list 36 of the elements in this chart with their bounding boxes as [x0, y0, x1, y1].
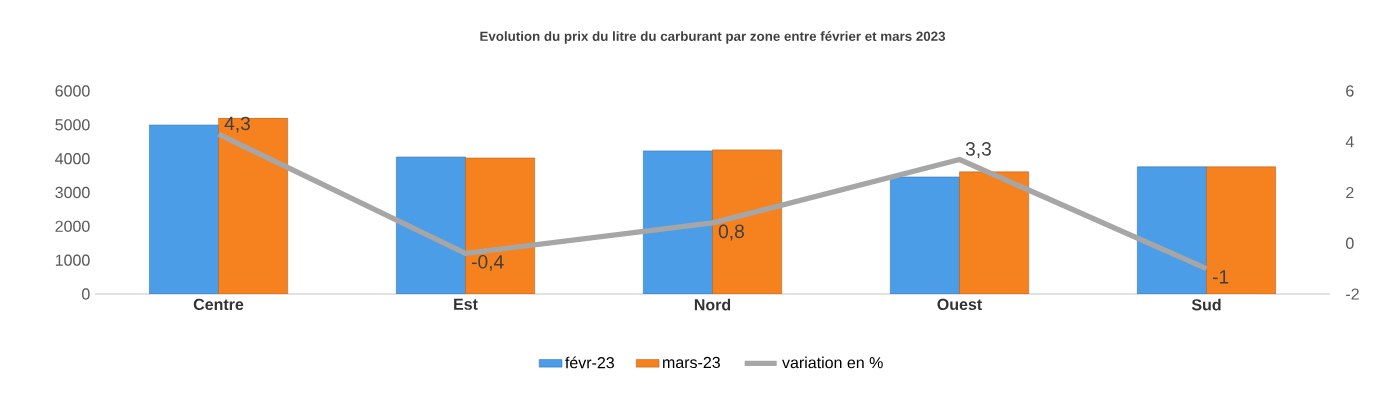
y-tick-label: 5000 [55, 119, 90, 131]
y2-tick-label: 0 [1346, 237, 1354, 249]
y-tick-label: 1000 [55, 254, 90, 266]
bar [149, 124, 219, 294]
y2-tick-label: 6 [1346, 85, 1354, 97]
data-label: 0,8 [718, 224, 744, 241]
bar [712, 149, 782, 294]
x-tick-label: Centre [193, 298, 244, 311]
bar [959, 171, 1029, 294]
legend-label: févr-23 [565, 356, 614, 369]
y-tick-label: 6000 [55, 85, 90, 97]
y2-tick-label: 4 [1345, 136, 1354, 148]
legend-label: mars-23 [663, 356, 720, 369]
data-label: -1 [1212, 270, 1229, 284]
y-tick-label: 4000 [55, 153, 90, 165]
bar [218, 117, 288, 294]
bar [465, 157, 535, 294]
y-tick-label: 3000 [55, 186, 90, 199]
y2-tick-label: -2 [1346, 288, 1359, 300]
x-tick-label: Ouest [937, 298, 982, 311]
x-tick-label: Nord [694, 298, 731, 311]
x-tick-label: Sud [1191, 298, 1221, 311]
bar [643, 150, 713, 294]
bar [396, 156, 466, 294]
bar [1137, 166, 1207, 294]
y2-tick-label: 2 [1346, 186, 1354, 199]
data-label: -0,4 [471, 255, 504, 271]
x-tick-label: Est [454, 298, 478, 310]
chart-title: Evolution du prix du litre du carburant par zone entre février et mars 2023 [480, 31, 946, 44]
bar [890, 176, 960, 294]
data-label: 4,3 [224, 116, 250, 133]
data-label: 3,3 [965, 142, 991, 158]
y-tick-label: 2000 [55, 220, 90, 232]
y-tick-label: 0 [82, 288, 90, 300]
bar [1206, 166, 1276, 294]
legend-label: variation en % [782, 356, 883, 369]
